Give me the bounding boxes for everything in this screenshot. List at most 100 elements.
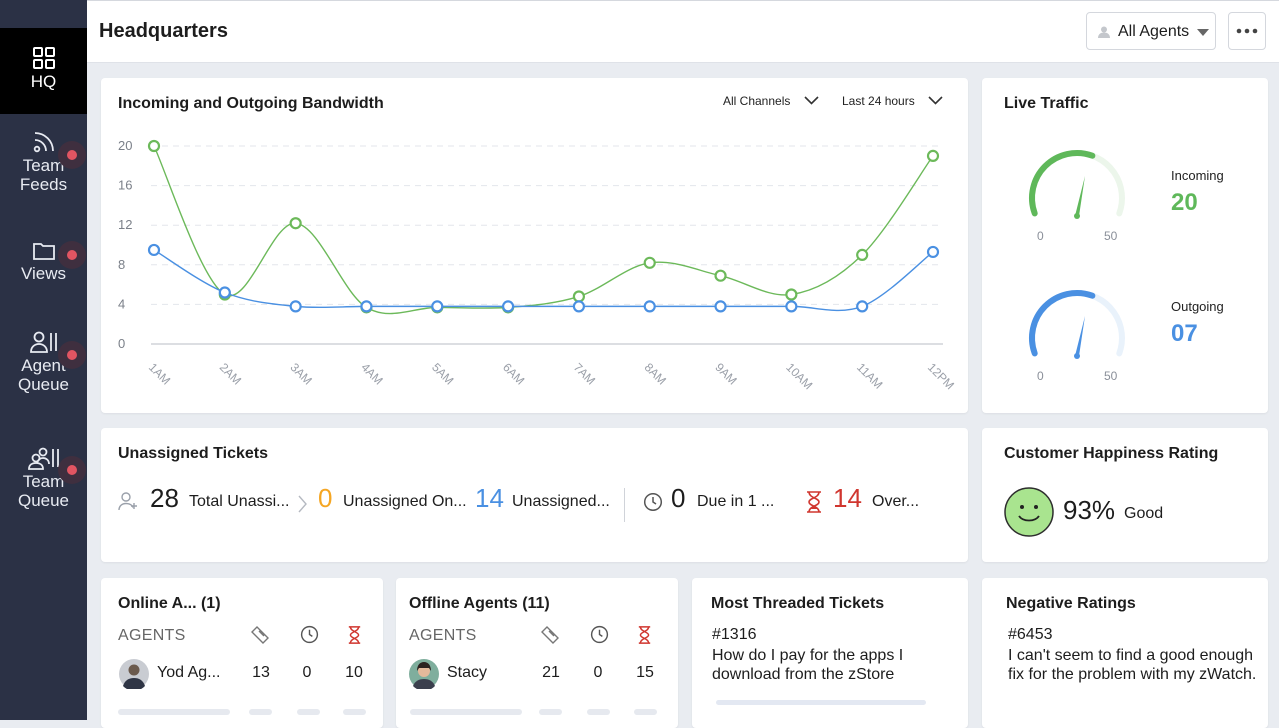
outgoing-value: 07 [1171, 320, 1198, 347]
ticket-icon [251, 626, 269, 644]
loading-placeholder [343, 709, 366, 715]
clock-icon [590, 625, 609, 644]
series-line-0 [153, 145, 934, 315]
data-point [147, 243, 161, 257]
agent-hold-count: 0 [593, 664, 603, 681]
team-queue-icon [27, 447, 59, 470]
agent-name[interactable]: Stacy [447, 664, 488, 681]
data-point [431, 300, 444, 313]
unassigned-tickets-card: Unassigned Tickets 28 Total Unassi... 0 … [101, 428, 968, 562]
y-tick-label: 12 [118, 217, 132, 232]
x-tick-label: 10AM [783, 360, 815, 392]
y-tick-label: 20 [118, 138, 132, 153]
notification-dot-icon [58, 456, 86, 484]
all-agents-label: All Agents [1118, 23, 1190, 40]
unassigned-online-label: Unassigned On... [343, 493, 467, 510]
avatar[interactable] [119, 659, 149, 689]
live-traffic-title: Live Traffic [1004, 95, 1089, 112]
data-point [714, 269, 727, 282]
clock-icon [643, 492, 663, 512]
total-unassigned-count[interactable]: 28 [150, 483, 179, 513]
incoming-gauge [1029, 150, 1125, 219]
gauge-hub [1074, 213, 1080, 219]
data-point [856, 248, 869, 261]
sidebar-item-label: Views [20, 264, 67, 283]
data-point [785, 288, 798, 301]
offline-agents-card: Offline Agents (11) AGENTS Stacy 21 0 15 [396, 578, 678, 728]
sidebar-item-team-feeds[interactable]: Team Feeds [0, 130, 87, 210]
gauge-needle [1075, 176, 1085, 216]
smiley-face-icon [1004, 487, 1054, 537]
x-tick-label: 12PM [925, 360, 957, 392]
bandwidth-card: Incoming and Outgoing Bandwidth All Chan… [101, 78, 968, 413]
loading-placeholder [249, 709, 272, 715]
sidebar-item-agent-queue[interactable]: Agent Queue [0, 330, 87, 410]
loading-placeholder [297, 709, 320, 715]
x-tick-label: 2AM [217, 360, 244, 387]
ticket-icon [541, 626, 559, 644]
incoming-label: Incoming [1171, 168, 1224, 183]
chevron-down-icon [928, 96, 943, 105]
loading-placeholder [587, 709, 610, 715]
avatar[interactable] [409, 659, 439, 689]
loading-placeholder [539, 709, 562, 715]
overdue-label: Over... [872, 493, 920, 510]
channel-dropdown[interactable]: All Channels [723, 94, 819, 108]
unassigned-stats: 28 Total Unassi... 0 Unassigned On... 14… [101, 483, 969, 533]
y-tick-label: 16 [118, 178, 132, 193]
bandwidth-line-chart: 20 16 12 8 4 0 1AM 2AM 3AM 4AM 5AM 6AM 7AM 8AM 9AM 10AM… [118, 138, 957, 392]
x-tick-label: 11AM [854, 360, 885, 391]
divider [624, 488, 625, 522]
all-agents-dropdown[interactable]: All Agents [1086, 12, 1216, 50]
ticket-subject[interactable]: How do I pay for the apps I download fro… [712, 647, 904, 683]
sidebar: HQ Team Feeds Views Agent Queue Team Que… [0, 0, 87, 720]
more-options-button[interactable] [1228, 12, 1266, 50]
unassigned-count[interactable]: 14 [475, 483, 504, 513]
online-agents-card: Online A... (1) AGENTS Yod Ag... 13 0 10 [101, 578, 383, 728]
data-point [218, 286, 231, 299]
gauge-needle [1075, 316, 1085, 356]
data-point [360, 300, 373, 313]
gauge-min: 0 [1037, 369, 1044, 383]
online-agents-title: Online A... (1) [118, 595, 221, 612]
rating-ticket-id[interactable]: #6453 [1008, 626, 1053, 643]
agent-open-count: 13 [252, 664, 270, 681]
unassigned-online-count[interactable]: 0 [318, 483, 333, 513]
most-threaded-title: Most Threaded Tickets [711, 595, 885, 612]
sidebar-item-hq[interactable]: HQ [0, 28, 87, 114]
data-point [289, 300, 302, 313]
notification-dot-icon [58, 241, 86, 269]
sidebar-item-team-queue[interactable]: Team Queue [0, 446, 87, 526]
data-point [643, 300, 656, 313]
overdue-count[interactable]: 14 [833, 483, 862, 513]
loading-placeholder [118, 709, 230, 715]
loading-placeholder [716, 700, 926, 705]
due-count[interactable]: 0 [671, 483, 686, 513]
x-tick-label: 1AM [146, 360, 173, 387]
happiness-percent: 93% [1063, 495, 1116, 525]
notification-dot-icon [58, 341, 86, 369]
hourglass-icon [348, 626, 361, 644]
hourglass-icon [807, 491, 821, 513]
sidebar-item-views[interactable]: Views [0, 240, 87, 300]
loading-placeholder [410, 709, 522, 715]
data-point [572, 290, 586, 303]
negative-ratings-title: Negative Ratings [1006, 595, 1136, 612]
y-tick-label: 8 [118, 257, 125, 272]
time-range-dropdown[interactable]: Last 24 hours [842, 94, 943, 108]
sidebar-item-label: Agent Queue [17, 356, 70, 394]
rating-comment[interactable]: I can't seem to find a good enough fix f… [1008, 647, 1257, 683]
folder-icon [32, 243, 55, 260]
agent-name[interactable]: Yod Ag... [157, 664, 221, 681]
ticket-id[interactable]: #1316 [712, 626, 757, 643]
sidebar-item-label: Team Feeds [19, 156, 68, 194]
sidebar-item-label: Team Queue [17, 472, 70, 510]
outgoing-gauge [1029, 290, 1125, 359]
top-bar: Headquarters All Agents [87, 0, 1279, 63]
agent-queue-icon [29, 331, 57, 353]
happiness-title: Customer Happiness Rating [1004, 445, 1219, 462]
notification-dot-icon [58, 141, 86, 169]
incoming-value: 20 [1171, 189, 1198, 216]
agents-column-header: AGENTS [409, 627, 477, 644]
data-point [147, 139, 161, 153]
